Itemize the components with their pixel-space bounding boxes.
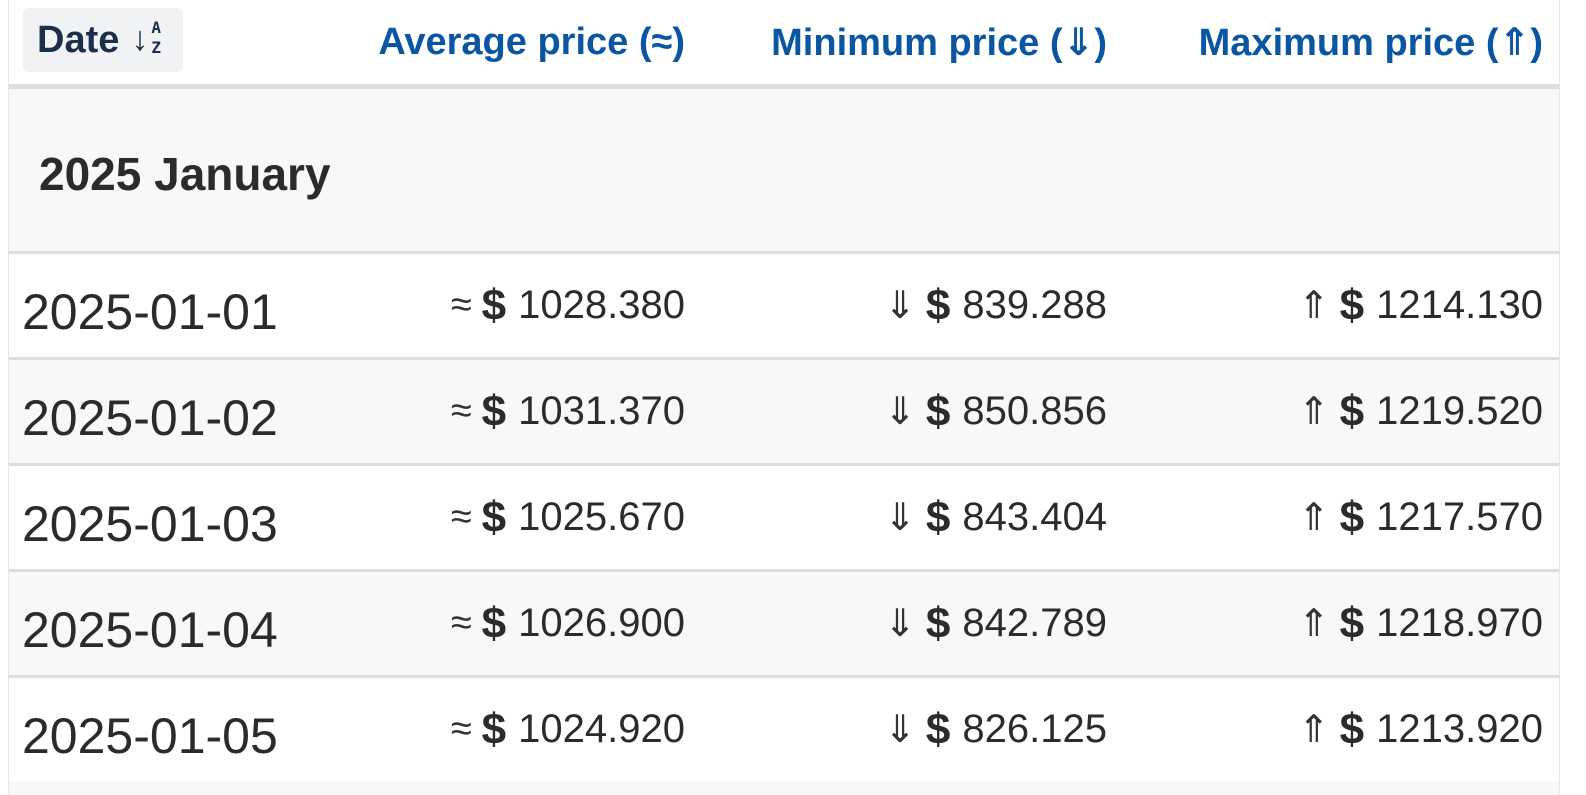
average-price-column-header[interactable]: Average price (≈) [378, 0, 685, 84]
maximum-price-cell: ⇑ $1218.970 [1298, 572, 1543, 675]
minimum-price-header-label: Minimum price (⇓) [771, 21, 1107, 64]
maximum-price-column-header[interactable]: Maximum price (⇑) [1199, 0, 1543, 84]
approx-icon: ≈ [450, 602, 472, 644]
dollar-icon: $ [481, 598, 507, 648]
table-header: Date ↓ A Z Average price (≈) Minimum pri… [9, 0, 1559, 89]
sort-ascending-icon[interactable]: ↓ A Z [131, 18, 169, 62]
month-group-row: 2025 January [9, 89, 1559, 254]
average-price-cell: ≈ $1028.380 [451, 254, 685, 357]
min-price-value: 839.288 [962, 283, 1107, 327]
dollar-icon: $ [925, 280, 951, 330]
dollar-icon: $ [925, 492, 951, 542]
up-double-arrow-icon: ⇑ [1297, 285, 1330, 327]
dollar-icon: $ [1339, 704, 1365, 754]
down-double-arrow-icon: ⇓ [884, 709, 916, 751]
average-price-cell: ≈ $1026.900 [451, 572, 685, 675]
average-price-cell: ≈ $1024.920 [451, 678, 685, 781]
dollar-icon: $ [925, 598, 951, 648]
date-value: 2025-01-02 [22, 389, 278, 446]
approx-icon: ≈ [450, 284, 472, 326]
up-double-arrow-icon: ⇑ [1297, 603, 1330, 645]
dollar-icon: $ [481, 704, 507, 754]
up-double-arrow-icon: ⇑ [1297, 391, 1330, 433]
table-row: 2025-01-01 ≈ $1028.380 ⇓ $839.288 ⇑ $1214.130 [9, 254, 1559, 360]
table-row: 2025-01-02 ≈ $1031.370 ⇓ $850.856 ⇑ $1219.520 [9, 360, 1559, 466]
date-cell: 2025-01-05 [22, 678, 278, 787]
avg-price-value: 1031.370 [518, 389, 685, 433]
next-row-partial [9, 781, 1559, 795]
max-price-value: 1219.520 [1376, 389, 1543, 433]
sort-letter-top: A [151, 18, 162, 37]
table-body: 2025-01-01 ≈ $1028.380 ⇓ $839.288 ⇑ $1214.130 2… [9, 254, 1559, 784]
date-value: 2025-01-03 [22, 495, 278, 552]
minimum-price-column-header[interactable]: Minimum price (⇓) [771, 0, 1107, 84]
avg-price-value: 1025.670 [518, 495, 685, 539]
date-column-header[interactable]: Date ↓ A Z [23, 8, 184, 72]
minimum-price-cell: ⇓ $850.856 [884, 360, 1107, 463]
approx-icon: ≈ [450, 496, 472, 538]
table-row: 2025-01-05 ≈ $1024.920 ⇓ $826.125 ⇑ $1213.920 [9, 678, 1559, 784]
dollar-icon: $ [1339, 386, 1365, 436]
dollar-icon: $ [481, 280, 507, 330]
min-price-value: 826.125 [962, 707, 1107, 751]
date-header-label: Date [37, 18, 120, 61]
minimum-price-cell: ⇓ $826.125 [884, 678, 1107, 781]
table-row: 2025-01-04 ≈ $1026.900 ⇓ $842.789 ⇑ $1218.970 [9, 572, 1559, 678]
down-double-arrow-icon: ⇓ [884, 497, 916, 539]
dollar-icon: $ [481, 492, 507, 542]
minimum-price-cell: ⇓ $842.789 [884, 572, 1107, 675]
date-cell: 2025-01-04 [22, 572, 278, 681]
down-double-arrow-icon: ⇓ [884, 285, 916, 327]
table-row: 2025-01-03 ≈ $1025.670 ⇓ $843.404 ⇑ $1217.570 [9, 466, 1559, 572]
min-price-value: 850.856 [962, 389, 1107, 433]
maximum-price-cell: ⇑ $1213.920 [1298, 678, 1543, 781]
date-value: 2025-01-04 [22, 601, 278, 658]
maximum-price-cell: ⇑ $1219.520 [1298, 360, 1543, 463]
sort-letter-bottom: Z [151, 38, 162, 57]
min-price-value: 842.789 [962, 601, 1107, 645]
dollar-icon: $ [925, 386, 951, 436]
average-price-cell: ≈ $1031.370 [451, 360, 685, 463]
sort-arrow-glyph: ↓ [131, 20, 149, 58]
max-price-value: 1217.570 [1376, 495, 1543, 539]
min-price-value: 843.404 [962, 495, 1107, 539]
dollar-icon: $ [1339, 598, 1365, 648]
approx-icon: ≈ [450, 390, 472, 432]
avg-price-value: 1028.380 [518, 283, 685, 327]
maximum-price-header-label: Maximum price (⇑) [1198, 21, 1543, 64]
down-double-arrow-icon: ⇓ [884, 391, 916, 433]
price-table: Date ↓ A Z Average price (≈) Minimum pri… [8, 0, 1560, 795]
max-price-value: 1214.130 [1376, 283, 1543, 327]
dollar-icon: $ [1339, 280, 1365, 330]
up-double-arrow-icon: ⇑ [1297, 709, 1330, 751]
minimum-price-cell: ⇓ $839.288 [884, 254, 1107, 357]
date-cell: 2025-01-01 [22, 254, 278, 363]
date-value: 2025-01-01 [22, 283, 278, 340]
maximum-price-cell: ⇑ $1217.570 [1298, 466, 1543, 569]
month-group-label: 2025 January [39, 148, 331, 200]
average-price-cell: ≈ $1025.670 [451, 466, 685, 569]
average-price-header-label: Average price (≈) [378, 20, 685, 63]
dollar-icon: $ [481, 386, 507, 436]
approx-icon: ≈ [450, 708, 472, 750]
dollar-icon: $ [925, 704, 951, 754]
max-price-value: 1213.920 [1376, 707, 1543, 751]
date-cell: 2025-01-02 [22, 360, 278, 469]
dollar-icon: $ [1339, 492, 1365, 542]
date-cell: 2025-01-03 [22, 466, 278, 575]
avg-price-value: 1024.920 [518, 707, 685, 751]
maximum-price-cell: ⇑ $1214.130 [1298, 254, 1543, 357]
down-double-arrow-icon: ⇓ [884, 603, 916, 645]
max-price-value: 1218.970 [1376, 601, 1543, 645]
date-value: 2025-01-05 [22, 707, 278, 764]
sort-letters: A Z [151, 18, 161, 58]
up-double-arrow-icon: ⇑ [1297, 497, 1330, 539]
minimum-price-cell: ⇓ $843.404 [884, 466, 1107, 569]
avg-price-value: 1026.900 [518, 601, 685, 645]
